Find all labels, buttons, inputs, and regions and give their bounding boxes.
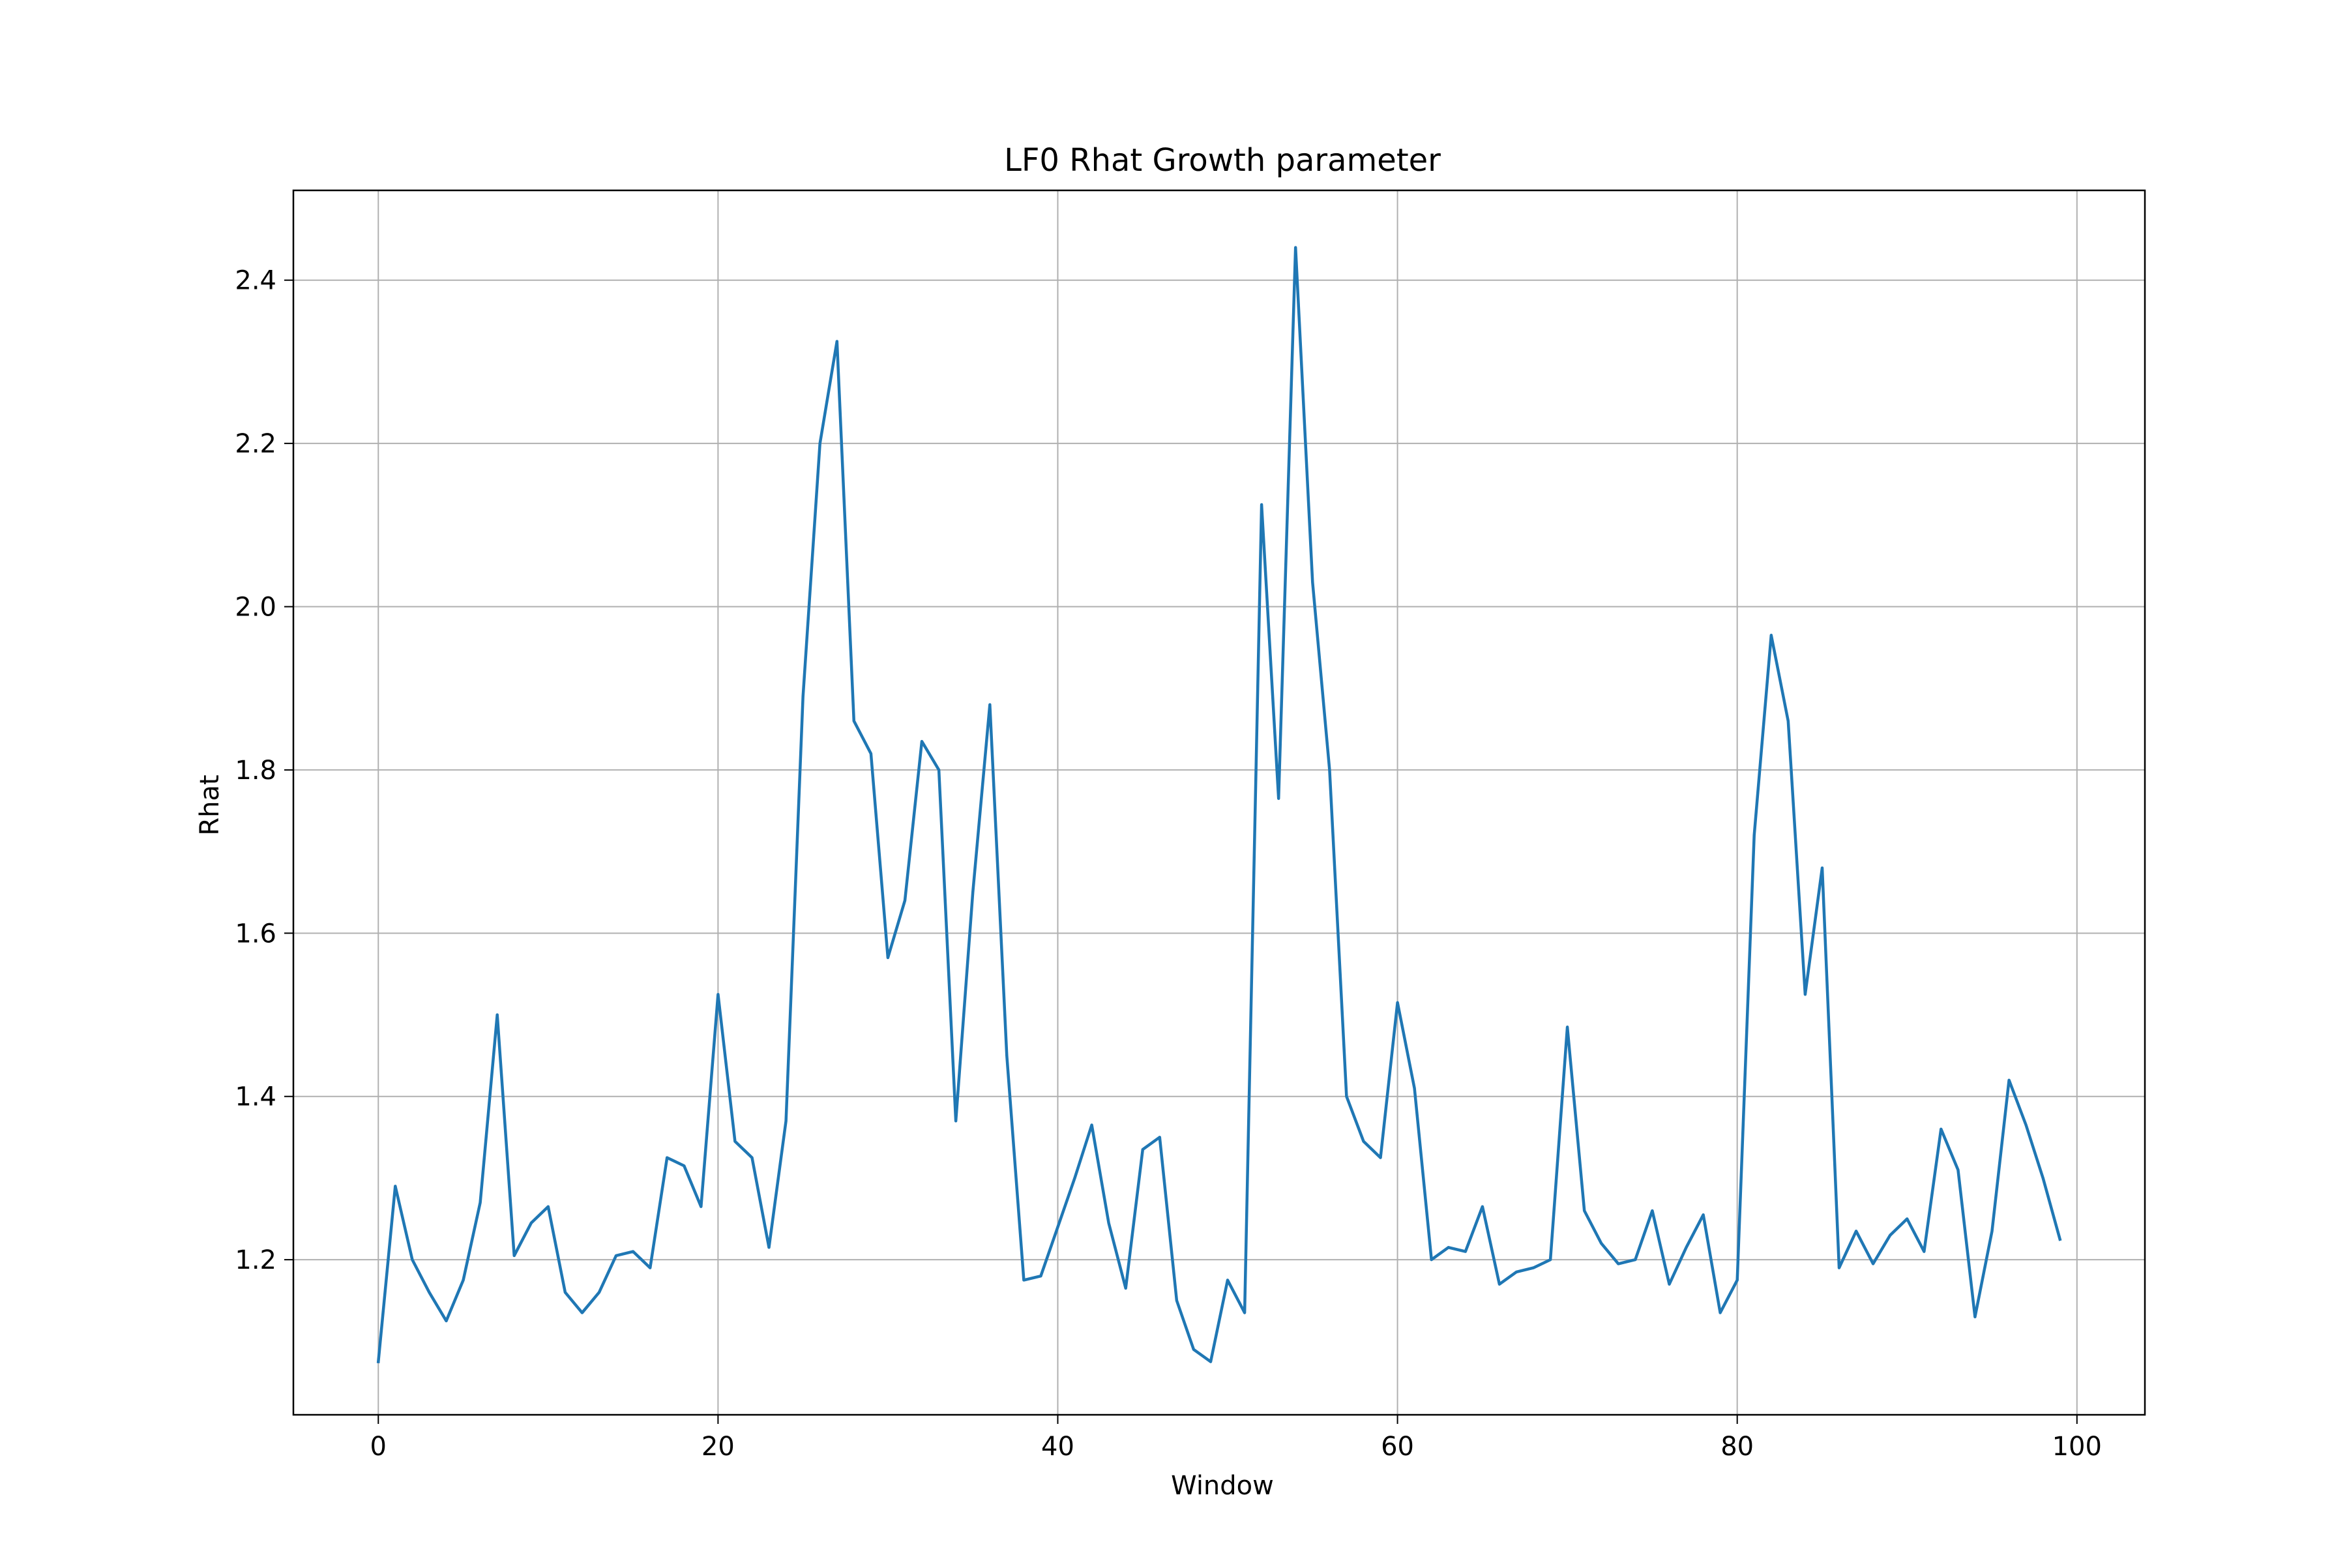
y-tick-label: 1.2 bbox=[235, 1245, 276, 1275]
y-tick-label: 1.8 bbox=[235, 756, 276, 786]
axis-ticks: 0 20 40 60 80 100 1.2 1.4 1.6 1.8 2.0 2.2 2.4 bbox=[235, 266, 2102, 1462]
y-tick-label: 2.4 bbox=[235, 266, 276, 296]
x-tick-label: 80 bbox=[1720, 1432, 1754, 1462]
grid-lines bbox=[293, 190, 2145, 1415]
x-tick-label: 60 bbox=[1381, 1432, 1414, 1462]
x-tick-label: 100 bbox=[2052, 1432, 2102, 1462]
x-tick-label: 0 bbox=[370, 1432, 387, 1462]
series-line bbox=[376, 246, 2062, 1364]
x-tick-label: 40 bbox=[1041, 1432, 1074, 1462]
chart-title: LF0 Rhat Growth parameter bbox=[1004, 142, 1441, 179]
y-tick-label: 1.6 bbox=[235, 919, 276, 949]
x-axis-label: Window bbox=[1171, 1471, 1274, 1501]
plot-area-frame bbox=[292, 189, 2146, 1416]
x-tick-label: 20 bbox=[701, 1432, 735, 1462]
y-tick-label: 2.0 bbox=[235, 593, 276, 623]
data-series bbox=[376, 246, 2062, 1364]
y-tick-label: 1.4 bbox=[235, 1082, 276, 1112]
y-axis-label: Rhat bbox=[195, 775, 225, 835]
y-tick-label: 2.2 bbox=[235, 429, 276, 459]
